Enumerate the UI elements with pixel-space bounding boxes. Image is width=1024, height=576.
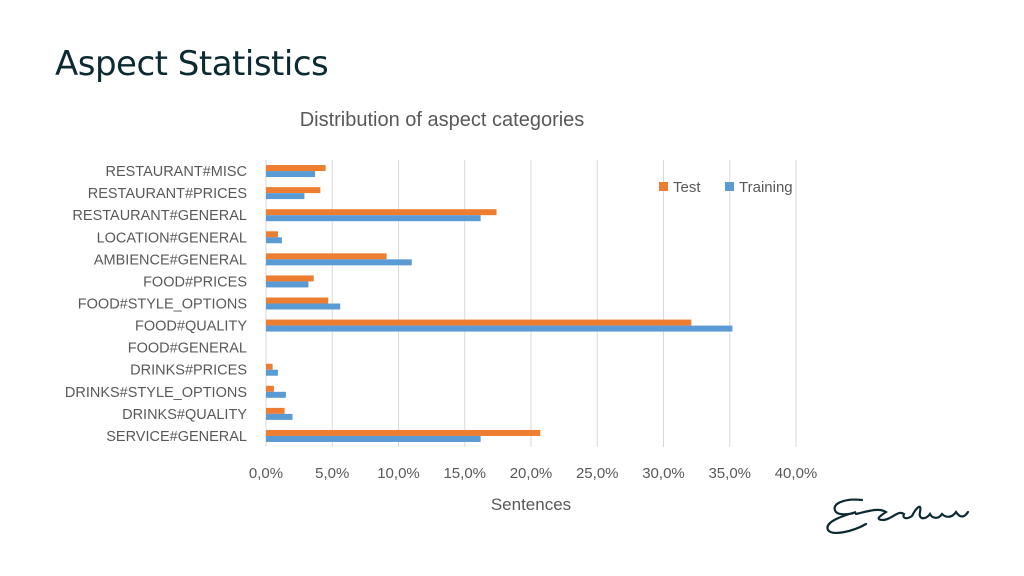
gridlines bbox=[265, 160, 797, 447]
category-labels: RESTAURANT#MISC RESTAURANT#PRICES RESTAURA… bbox=[65, 164, 247, 445]
category-label: LOCATION#GENERAL bbox=[97, 230, 247, 246]
bar-test bbox=[266, 363, 273, 370]
x-tick-label: 30,0% bbox=[642, 465, 685, 482]
bar-training bbox=[266, 303, 341, 310]
category-label: FOOD#QUALITY bbox=[135, 319, 247, 335]
x-tick-label: 20,0% bbox=[510, 465, 553, 482]
bar-training bbox=[266, 215, 481, 222]
x-tick-label: 15,0% bbox=[443, 465, 486, 482]
bar-training bbox=[266, 435, 481, 442]
bar-test bbox=[266, 407, 285, 414]
category-label: SERVICE#GENERAL bbox=[106, 429, 247, 445]
bar-training bbox=[266, 325, 733, 332]
bar-training bbox=[266, 369, 278, 376]
bar-training bbox=[266, 171, 316, 178]
x-axis-label: Sentences bbox=[491, 495, 571, 514]
legend-label-training: Training bbox=[739, 179, 793, 196]
erasmus-signature-logo bbox=[826, 498, 970, 534]
legend-swatch-training bbox=[725, 182, 734, 191]
legend: Test Training bbox=[659, 179, 793, 196]
bars bbox=[266, 165, 733, 442]
bar-training bbox=[266, 413, 293, 420]
x-tick-label: 10,0% bbox=[377, 465, 420, 482]
bar-training bbox=[266, 237, 282, 244]
bar-test bbox=[266, 275, 314, 282]
category-label: RESTAURANT#MISC bbox=[105, 164, 247, 180]
category-label: AMBIENCE#GENERAL bbox=[94, 252, 247, 268]
bar-test bbox=[266, 187, 321, 194]
x-tick-labels: 0,0% 5,0% 10,0% 15,0% 20,0% 25,0% 30,0% 35,0% 40… bbox=[249, 465, 817, 482]
bar-test bbox=[266, 209, 497, 216]
category-label: DRINKS#PRICES bbox=[130, 363, 247, 379]
chart-title: Distribution of aspect categories bbox=[300, 109, 585, 131]
bar-test bbox=[266, 253, 387, 260]
x-tick-label: 5,0% bbox=[315, 465, 349, 482]
x-tick-label: 25,0% bbox=[576, 465, 619, 482]
x-tick-label: 0,0% bbox=[249, 465, 283, 482]
slide-title: Aspect Statistics bbox=[55, 44, 329, 84]
bar-test bbox=[266, 385, 274, 392]
category-label: DRINKS#QUALITY bbox=[122, 407, 247, 423]
x-tick-label: 35,0% bbox=[708, 465, 751, 482]
bar-training bbox=[266, 281, 309, 288]
bar-test bbox=[266, 165, 326, 172]
bar-training bbox=[266, 193, 305, 200]
category-label: FOOD#STYLE_OPTIONS bbox=[78, 297, 247, 313]
category-label: FOOD#GENERAL bbox=[128, 341, 247, 357]
category-label: FOOD#PRICES bbox=[143, 274, 247, 290]
bar-test bbox=[266, 231, 278, 238]
bar-training bbox=[266, 259, 412, 266]
x-tick-label: 40,0% bbox=[775, 465, 818, 482]
category-label: RESTAURANT#PRICES bbox=[88, 186, 247, 202]
bar-test bbox=[266, 297, 329, 304]
legend-label-test: Test bbox=[673, 179, 701, 196]
category-label: DRINKS#STYLE_OPTIONS bbox=[65, 385, 247, 401]
bar-test bbox=[266, 319, 692, 326]
bar-test bbox=[266, 429, 541, 436]
legend-swatch-test bbox=[659, 182, 668, 191]
bar-training bbox=[266, 391, 286, 398]
category-label: RESTAURANT#GENERAL bbox=[72, 208, 247, 224]
